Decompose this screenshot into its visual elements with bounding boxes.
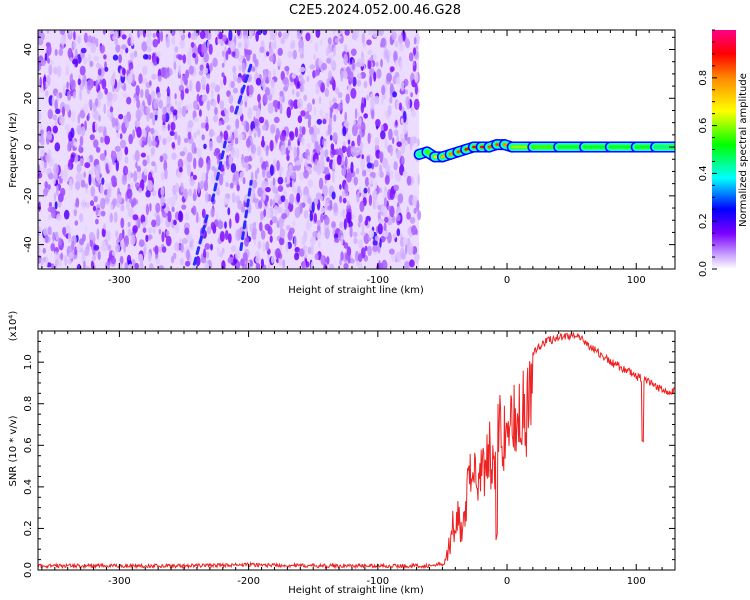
snr-xtick-label: -100 [366, 576, 389, 587]
snr-xtick-label: 0 [504, 576, 510, 587]
snr-axes: -300 -200 -100 0 100 0.0 0.2 0.4 0.6 0.8 1.0 [23, 330, 676, 587]
snr-ytick-label: 0.0 [23, 562, 34, 578]
spectrogram-xlabel: Height of straight line (km) [288, 285, 424, 296]
spectrogram-xtick-label: -200 [237, 275, 260, 286]
spectrogram-frame [37, 29, 676, 270]
snr-xlabel: Height of straight line (km) [288, 585, 424, 596]
figure-title: C2E5.2024.052.00.46.G28 [289, 3, 461, 18]
snr-ytick-label: 1.0 [23, 354, 34, 370]
snr-ytick-label: 0.4 [23, 479, 34, 495]
snr-ylabel: SNR (10 * v/v) [8, 415, 19, 486]
snr-ytick-label: 0.8 [23, 396, 34, 412]
spectrogram-ytick-label: -40 [23, 236, 34, 252]
spectrogram-ytick-label: 0 [23, 144, 34, 150]
spectrogram-ytick-label: 20 [23, 92, 34, 105]
snr-frame [37, 330, 676, 571]
colorbar: 0.0 0.2 0.4 0.6 0.8 Normalized spectral ampl… [698, 29, 749, 277]
colorbar-gradient [712, 30, 736, 269]
spectrogram-ylabel: Frequency (Hz) [8, 112, 19, 188]
spectrogram-ytick-label: 40 [23, 43, 34, 56]
colorbar-tick-label: 0.4 [698, 165, 709, 181]
spectrogram-image [38, 30, 675, 269]
snr-ytick-label: 0.2 [23, 520, 34, 536]
snr-plot-area [38, 331, 675, 570]
spectrogram-xtick-label: 0 [504, 275, 510, 286]
spectrogram-xtick-label: -100 [366, 275, 389, 286]
colorbar-tick-label: 0.0 [698, 261, 709, 277]
signal-track [413, 139, 675, 163]
colorbar-axes: 0.0 0.2 0.4 0.6 0.8 [698, 29, 717, 277]
colorbar-tick-label: 0.2 [698, 213, 709, 229]
noise-streaks [192, 62, 253, 266]
snr-xtick-label: -300 [108, 576, 131, 587]
spectrogram-xtick-label: 100 [627, 275, 646, 286]
spectrogram-xtick-label: -300 [108, 275, 131, 286]
colorbar-label: Normalized spectral amplitude [738, 73, 749, 227]
snr-scale-label: (x10⁴) [8, 311, 19, 342]
snr-xtick-label: 100 [627, 576, 646, 587]
noise-texture [38, 30, 422, 269]
snr-ytick-label: 0.6 [23, 437, 34, 453]
colorbar-tick-label: 0.8 [698, 70, 709, 86]
snr-series-line [38, 331, 675, 570]
snr-xtick-label: -200 [237, 576, 260, 587]
snr-panel: -300 -200 -100 0 100 0.0 0.2 0.4 0.6 0.8 1.0 Heigh… [8, 311, 676, 596]
colorbar-tick-label: 0.6 [698, 118, 709, 134]
spectrogram-ytick-label: -20 [23, 188, 34, 204]
